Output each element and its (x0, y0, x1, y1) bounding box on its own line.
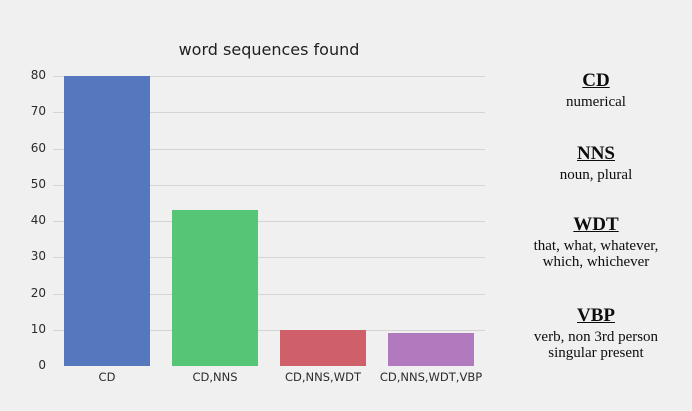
gridline (53, 293, 485, 295)
bar (172, 210, 258, 366)
x-tick-label: CD,NNS,WDT,VBP (379, 370, 483, 384)
legend-definition: that, what, whatever, which, whichever (533, 238, 659, 270)
legend-term: VBP (577, 305, 615, 326)
y-tick-label: 70 (30, 104, 46, 119)
gridline (53, 76, 485, 77)
y-tick-label: 60 (30, 140, 46, 155)
legend-definition: noun, plural (559, 167, 633, 183)
gridline (53, 221, 485, 222)
legend-item-nns: NNS noun, plural (500, 143, 692, 183)
bar (64, 76, 150, 366)
legend-definition: verb, non 3rd person singular present (533, 329, 659, 361)
legend-definition: numerical (566, 94, 626, 110)
legend-term: WDT (573, 214, 619, 235)
x-tick-label: CD,NNS (192, 370, 238, 384)
y-tick-label: 0 (38, 358, 46, 372)
pos-tag-legend: CD numerical NNS noun, plural WDT that, what,… (500, 0, 692, 411)
x-tick-label: CD (98, 370, 116, 384)
gridline (53, 184, 485, 186)
gridline (53, 329, 485, 331)
chart-title: word sequences found (178, 40, 360, 59)
bar (388, 333, 474, 366)
legend-term: CD (582, 70, 610, 91)
y-tick-label: 10 (30, 321, 46, 336)
legend-item-cd: CD numerical (500, 70, 692, 110)
legend-item-wdt: WDT that, what, whatever, which, whicheve… (500, 214, 692, 270)
y-tick-label: 30 (30, 249, 46, 264)
gridline (53, 148, 485, 150)
legend-item-vbp: VBP verb, non 3rd person singular present (500, 305, 692, 361)
y-tick-label: 80 (30, 68, 46, 82)
plot-area (53, 76, 485, 366)
y-tick-label: 50 (30, 176, 46, 191)
gridline (53, 112, 485, 114)
gridline (53, 257, 485, 259)
legend-term: NNS (576, 143, 615, 164)
bar (280, 329, 366, 366)
y-tick-label: 40 (30, 213, 46, 227)
y-tick-label: 20 (30, 285, 46, 300)
x-tick-label: CD,NNS,WDT (285, 370, 361, 384)
